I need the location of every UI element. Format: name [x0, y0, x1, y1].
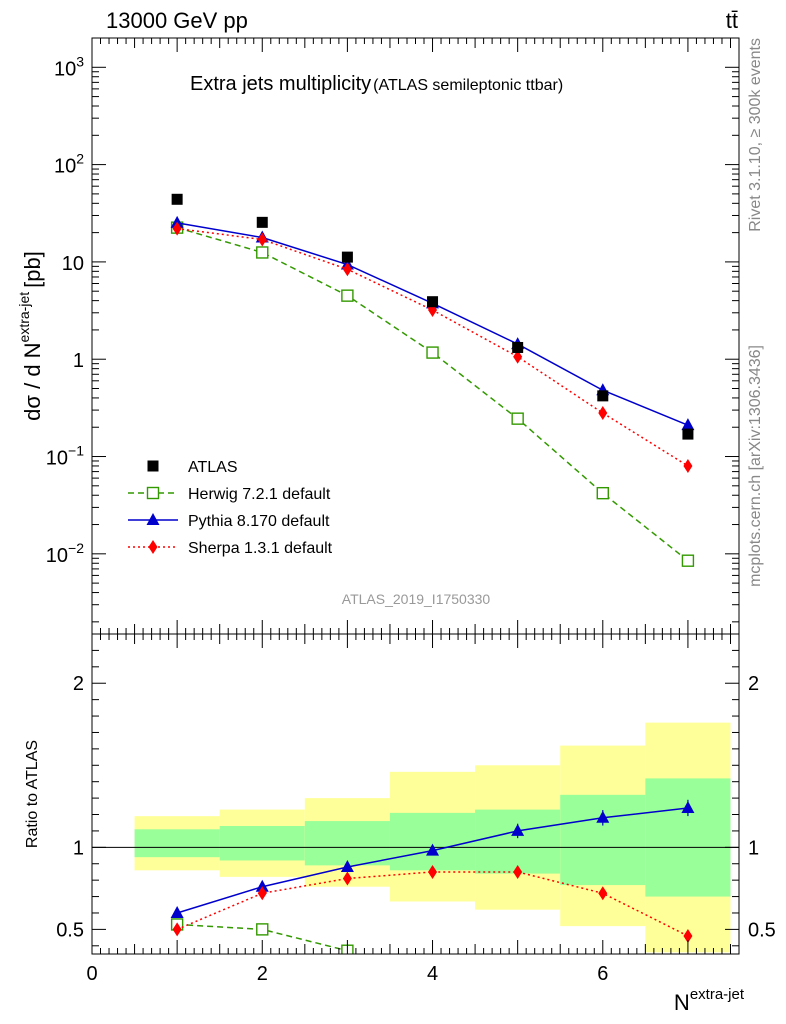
- x-tick-label: 6: [597, 963, 608, 985]
- ratio-series-point-2: [428, 864, 438, 879]
- ratio-series-point-2: [342, 871, 352, 886]
- main-series-point-0: [511, 412, 524, 425]
- x-axis-title: Nextra-jet: [674, 986, 745, 1015]
- atlas-data-point: [682, 428, 694, 440]
- main-series-point-0: [341, 289, 354, 302]
- ratio-y-tick-label-left: 0.5: [56, 919, 84, 941]
- ratio-series: [170, 799, 695, 954]
- legend-label: ATLAS: [188, 459, 238, 476]
- main-series-point-0: [426, 346, 439, 359]
- main-series-point-0: [681, 554, 695, 567]
- ratio-green-band: [219, 826, 305, 861]
- atlas-data-point: [256, 216, 268, 228]
- legend-label: Herwig 7.2.1 default: [188, 486, 331, 503]
- analysis-label: ATLAS_2019_I1750330: [342, 591, 491, 607]
- ratio-series-point-0: [256, 923, 269, 936]
- svg-text:dσ / d Nextra-jet[pb]: dσ / d Nextra-jet[pb]: [16, 251, 45, 421]
- legend-marker: [146, 486, 160, 500]
- ratio-green-band: [560, 794, 646, 886]
- ratio-series-point-1: [596, 810, 610, 823]
- legend-marker: [146, 513, 160, 525]
- ratio-series-point-1: [170, 905, 184, 918]
- atlas-data-point: [512, 341, 524, 353]
- main-series-line-1: [177, 222, 689, 426]
- x-tick-label: 2: [257, 963, 268, 985]
- ratio-green-band: [475, 809, 561, 874]
- ratio-series-point-1: [255, 879, 269, 892]
- x-tick-label: 0: [86, 963, 97, 985]
- main-series-point-2: [342, 262, 352, 277]
- ratio-panel: 2 2 1 1 0.5 0.5 0 2 4 6 Ratio to ATLAS Nextra-je…: [24, 633, 776, 1015]
- ratio-y-tick-label-left: 2: [73, 673, 84, 695]
- ratio-series-point-2: [172, 922, 182, 937]
- ratio-uncertainty-bands: [134, 722, 731, 953]
- ratio-series-point-2: [683, 928, 693, 943]
- rivet-label: Rivet 3.1.10, ≥ 300k events: [747, 38, 764, 232]
- main-y-tick-label: 1: [73, 350, 84, 372]
- atlas-data-point: [427, 296, 439, 308]
- ratio-series-point-2: [513, 864, 523, 879]
- ratio-green-band: [645, 778, 731, 897]
- main-series-point-0: [596, 486, 609, 500]
- main-series-point-1: [681, 418, 695, 431]
- legend-marker: [147, 460, 159, 472]
- atlas-data-points: [171, 193, 694, 440]
- legend-label: Sherpa 1.3.1 default: [188, 540, 333, 557]
- main-series-point-2: [513, 349, 523, 364]
- ratio-y-tick-label-right: 1: [748, 837, 759, 859]
- ratio-green-band: [134, 829, 220, 858]
- ratio-series-point-1: [511, 823, 525, 836]
- main-series-point-2: [257, 232, 267, 247]
- main-y-axis-title: dσ / d Nextra-jet[pb]: [16, 251, 45, 421]
- source-label: mcplots.cern.ch [arXiv:1306.3436]: [747, 345, 764, 587]
- ratio-y-axis-title: Ratio to ATLAS: [24, 740, 41, 848]
- main-y-tick-label: 10: [62, 253, 84, 275]
- main-y-tick-label: 102: [54, 151, 84, 178]
- ratio-green-band: [389, 812, 476, 871]
- x-tick-label: 4: [427, 963, 438, 985]
- main-y-tick-label: 10−2: [46, 540, 84, 567]
- ratio-series-point-1: [681, 800, 695, 813]
- energy-label: 13000 GeV pp: [106, 8, 248, 33]
- x-tick-labels: 0 2 4 6: [86, 963, 608, 985]
- ratio-series-point-1: [340, 860, 354, 873]
- legend-marker: [148, 540, 158, 554]
- main-y-tick-label: 10−1: [46, 443, 84, 470]
- main-series-point-2: [172, 221, 182, 236]
- chart-title: Extra jets multiplicity (ATLAS semilepton…: [190, 73, 563, 95]
- main-series-point-2: [598, 406, 608, 421]
- legend-label: Pythia 8.170 default: [188, 513, 330, 530]
- ratio-green-band: [304, 821, 390, 866]
- main-series-point-2: [683, 458, 693, 473]
- ratio-series-point-2: [598, 886, 608, 901]
- process-label: tt̄: [726, 8, 738, 33]
- ratio-series-point-1: [426, 843, 440, 856]
- ratio-y-tick-label-right: 2: [748, 673, 759, 695]
- ratio-series-point-2: [257, 886, 267, 901]
- main-series-point-0: [256, 246, 269, 259]
- ratio-y-tick-label-right: 0.5: [748, 919, 776, 941]
- atlas-data-point: [341, 251, 353, 263]
- ratio-y-tick-labels: 2 2 1 1 0.5 0.5: [56, 673, 776, 941]
- main-y-tick-label: 103: [54, 53, 84, 80]
- main-axis-ticks: [91, 37, 739, 634]
- legend: ATLAS Herwig 7.2.1 default Pythia 8.170 de…: [128, 459, 333, 557]
- ratio-axis-ticks: [91, 634, 739, 954]
- atlas-data-point: [171, 193, 183, 205]
- atlas-data-point: [597, 390, 609, 402]
- ratio-y-tick-label-left: 1: [73, 837, 84, 859]
